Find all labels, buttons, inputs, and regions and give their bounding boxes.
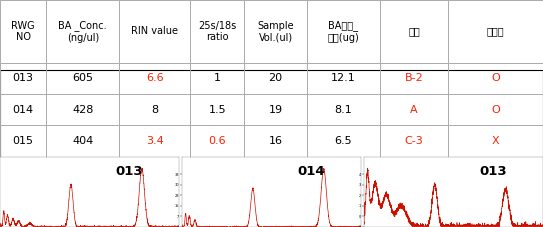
- Text: 013: 013: [115, 165, 143, 178]
- Text: 013: 013: [479, 165, 507, 178]
- Text: 19: 19: [268, 105, 283, 115]
- Text: 25s/18s
ratio: 25s/18s ratio: [198, 20, 236, 42]
- Text: 결론: 결론: [408, 26, 420, 36]
- Text: Sample
Vol.(ul): Sample Vol.(ul): [257, 20, 294, 42]
- Text: 404: 404: [72, 136, 93, 146]
- Text: C-3: C-3: [405, 136, 424, 146]
- Text: 014: 014: [297, 165, 325, 178]
- Text: RWG
NO: RWG NO: [11, 20, 35, 42]
- Text: 8: 8: [151, 105, 159, 115]
- Text: 0.6: 0.6: [209, 136, 226, 146]
- Text: 015: 015: [12, 136, 34, 146]
- Text: B-2: B-2: [405, 73, 424, 83]
- Text: 013: 013: [12, 73, 34, 83]
- Text: 428: 428: [72, 105, 93, 115]
- Text: 12.1: 12.1: [331, 73, 356, 83]
- Text: 8.1: 8.1: [334, 105, 352, 115]
- Text: BA _Conc.
(ng/ul): BA _Conc. (ng/ul): [59, 20, 107, 43]
- Text: 20: 20: [268, 73, 283, 83]
- Text: 6.5: 6.5: [334, 136, 352, 146]
- Text: 16: 16: [269, 136, 282, 146]
- Text: O: O: [491, 105, 500, 115]
- Text: O: O: [491, 73, 500, 83]
- Text: RIN value: RIN value: [131, 26, 178, 36]
- Text: 605: 605: [72, 73, 93, 83]
- Text: 1.5: 1.5: [209, 105, 226, 115]
- Text: A: A: [410, 105, 418, 115]
- Text: BA기준_
총량(ug): BA기준_ 총량(ug): [327, 20, 359, 43]
- Text: 1: 1: [214, 73, 220, 83]
- Text: 3.4: 3.4: [146, 136, 163, 146]
- Text: 가능성: 가능성: [487, 26, 504, 36]
- Text: 014: 014: [12, 105, 34, 115]
- Text: 6.6: 6.6: [146, 73, 163, 83]
- Text: X: X: [491, 136, 500, 146]
